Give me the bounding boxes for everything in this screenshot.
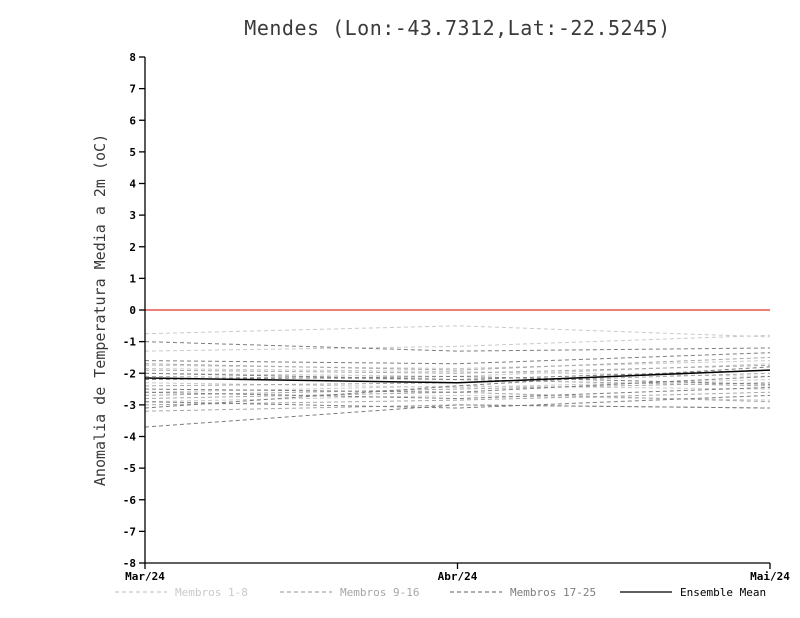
y-tick-label: -8: [123, 557, 136, 570]
y-tick-label: -6: [123, 494, 137, 507]
y-tick-label: -1: [123, 336, 137, 349]
series-membro-12: [144, 372, 771, 387]
series-membro-2: [144, 334, 771, 352]
y-tick-label: -5: [123, 462, 136, 475]
legend-label: Membros 1-8: [175, 586, 248, 599]
series-membro-18: [144, 352, 771, 365]
y-tick-label: -3: [123, 399, 136, 412]
series-membro-14: [144, 391, 771, 403]
series-membro-6: [144, 379, 771, 388]
series-membro-25: [144, 404, 771, 428]
series-membro-7: [144, 385, 771, 393]
series-membro-3: [144, 360, 771, 370]
series-membro-10: [144, 364, 771, 374]
series-membro-24: [144, 366, 771, 409]
y-tick-label: 1: [129, 272, 136, 285]
series-membro-15: [144, 391, 771, 406]
y-tick-label: 8: [129, 51, 136, 64]
y-tick-label: 5: [129, 146, 136, 159]
series-membro-9: [144, 356, 771, 371]
x-tick-label: Mar/24: [125, 570, 165, 583]
series-membro-19: [144, 369, 771, 381]
y-tick-label: -2: [123, 367, 136, 380]
y-tick-label: 7: [129, 83, 136, 96]
series-membro-13: [144, 382, 771, 396]
series-membro-16: [144, 404, 771, 412]
y-tick-label: 3: [129, 209, 136, 222]
y-tick-label: 4: [129, 178, 136, 191]
series-membro-11: [144, 375, 771, 387]
y-tick-label: -7: [123, 525, 136, 538]
y-tick-label: 6: [129, 114, 136, 127]
chart-title: Mendes (Lon:-43.7312,Lat:-22.5245): [244, 16, 671, 40]
series-membro-17: [144, 341, 771, 352]
legend-label: Membros 17-25: [510, 586, 596, 599]
legend-label: Ensemble Mean: [680, 586, 766, 599]
series-membro-22: [144, 386, 771, 400]
x-tick-label: Abr/24: [438, 570, 478, 583]
x-tick-label: Mai/24: [750, 570, 790, 583]
y-axis-label: Anomalia de Temperatura Media a 2m (oC): [91, 134, 109, 486]
series-membro-21: [144, 375, 771, 393]
series-membro-1: [144, 325, 771, 338]
y-tick-label: 2: [129, 241, 136, 254]
y-tick-label: -4: [123, 431, 137, 444]
legend-label: Membros 9-16: [340, 586, 419, 599]
y-tick-label: 0: [129, 304, 136, 317]
series-ensemble-mean: [144, 369, 771, 384]
series-membro-23: [144, 394, 771, 409]
